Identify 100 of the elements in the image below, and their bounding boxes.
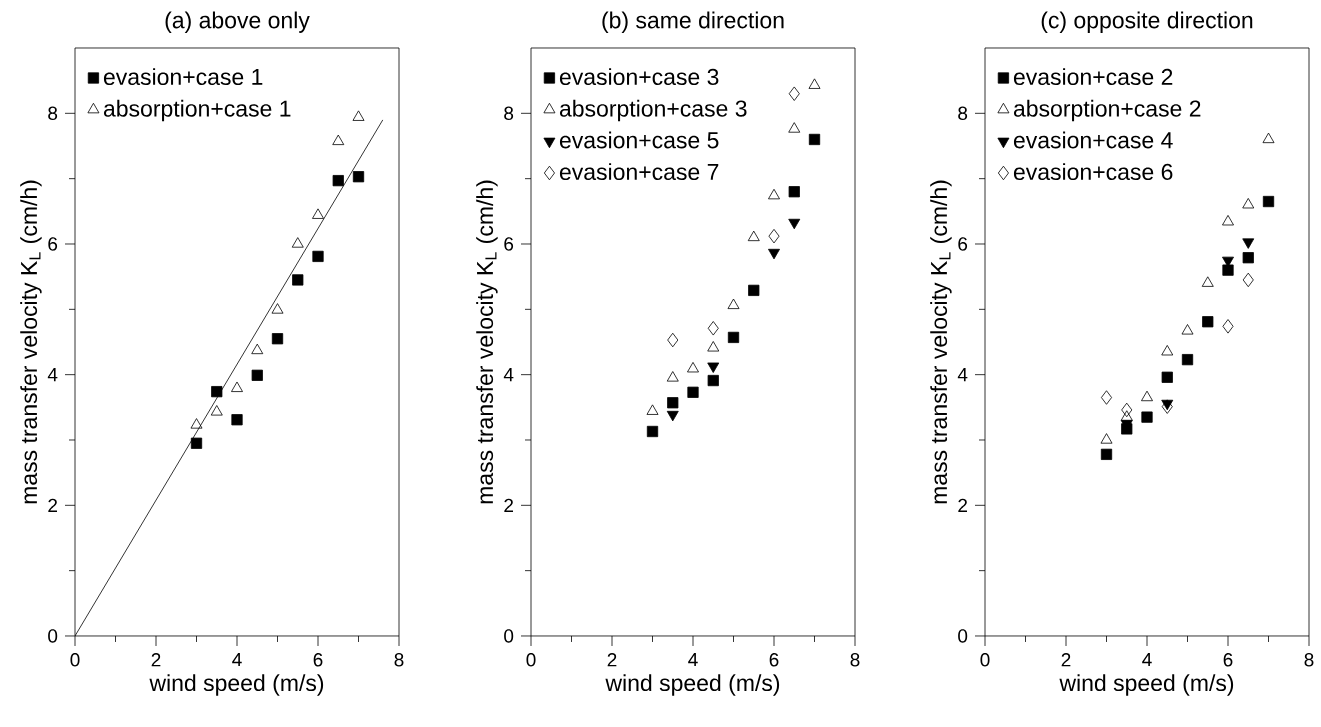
legend-label: evasion+case 7	[559, 163, 719, 181]
point	[667, 332, 679, 348]
y-tick-label: 2	[48, 498, 58, 512]
point	[1222, 214, 1234, 226]
point	[808, 78, 821, 89]
legend-label: absorption+case 3	[559, 99, 747, 122]
point	[312, 250, 324, 263]
x-tick-label: 0	[70, 653, 80, 667]
point	[271, 333, 284, 345]
y-tick-label: 0	[958, 629, 968, 643]
x-tick-label: 8	[850, 653, 860, 667]
point	[788, 86, 800, 101]
point	[707, 374, 719, 387]
point	[1202, 316, 1214, 328]
y-tick-label: 4	[503, 368, 514, 382]
y-tick-label: 6	[504, 237, 514, 251]
point	[1100, 448, 1113, 460]
x-tick-label: 4	[688, 653, 698, 667]
point	[1242, 197, 1255, 209]
x-tick-label: 2	[607, 653, 617, 667]
point	[707, 321, 719, 336]
x-tick-label: 6	[313, 653, 323, 667]
point	[1101, 390, 1113, 405]
point	[190, 437, 203, 449]
point	[251, 369, 263, 381]
point	[1141, 411, 1153, 423]
point	[646, 425, 659, 438]
x-axis-title: wind speed (m/s)	[605, 674, 780, 696]
y-tick-label: 0	[504, 629, 514, 643]
point	[1120, 410, 1133, 421]
point	[271, 303, 284, 314]
point	[210, 405, 223, 416]
chart-title: (c) opposite direction	[1041, 11, 1253, 33]
y-tick-label: 8	[958, 106, 968, 121]
legend-label: absorption+case 2	[1013, 99, 1201, 122]
point	[1161, 371, 1173, 383]
point	[332, 175, 344, 187]
point	[727, 331, 740, 344]
point	[788, 186, 800, 198]
point	[666, 371, 679, 382]
x-axis-title: wind speed (m/s)	[1059, 674, 1234, 696]
x-tick-label: 6	[1223, 653, 1233, 667]
point	[1242, 272, 1254, 288]
legend-label: evasion+case 2	[1013, 68, 1173, 86]
point	[768, 188, 780, 200]
point	[1242, 252, 1254, 264]
point	[1262, 195, 1275, 208]
point	[312, 208, 324, 219]
point	[1181, 354, 1194, 366]
x-tick-label: 4	[1142, 653, 1152, 667]
point	[231, 381, 243, 392]
point	[788, 122, 801, 133]
x-tick-label: 2	[1061, 653, 1071, 667]
x-tick-label: 0	[980, 653, 990, 667]
point	[1222, 319, 1234, 334]
point	[332, 134, 345, 146]
point	[687, 361, 699, 373]
point	[352, 110, 365, 121]
x-tick-label: 4	[232, 653, 242, 667]
y-tick-label: 2	[958, 498, 968, 512]
point	[707, 341, 720, 352]
x-tick-label: 0	[526, 653, 536, 667]
x-tick-label: 8	[394, 653, 404, 667]
y-tick-label: 2	[504, 498, 514, 512]
legend-label: evasion+case 6	[1013, 163, 1173, 181]
y-axis-title: mass transfer velocity K$_{L}$ (cm/h)	[930, 180, 952, 504]
point	[1262, 132, 1275, 144]
legend-label: evasion+case 3	[559, 68, 719, 86]
point	[808, 133, 821, 146]
point	[251, 343, 264, 355]
legend-label: evasion+case 5	[559, 131, 719, 149]
legend-label: evasion+case 1	[103, 68, 263, 86]
y-tick-label: 4	[957, 368, 968, 382]
y-axis-title: mass transfer velocity K$_{L}$ (cm/h)	[20, 180, 42, 504]
point	[687, 386, 699, 398]
point	[211, 386, 223, 398]
point	[646, 404, 659, 415]
point	[1121, 402, 1133, 418]
point	[1100, 433, 1113, 444]
y-axis-title: mass transfer velocity K$_{L}$ (cm/h)	[476, 180, 498, 504]
point	[667, 397, 679, 409]
point	[707, 362, 720, 373]
point	[748, 284, 760, 296]
point	[1181, 324, 1194, 335]
chart-title: (a) above only	[165, 11, 310, 33]
point	[1222, 264, 1234, 276]
x-axis-title: wind speed (m/s)	[149, 674, 324, 696]
x-tick-label: 8	[1304, 653, 1314, 667]
point	[190, 418, 203, 429]
point	[352, 171, 365, 183]
chart-title: (b) same direction	[602, 11, 784, 33]
point	[768, 228, 780, 244]
point	[747, 230, 760, 242]
point	[291, 237, 304, 248]
x-tick-label: 6	[769, 653, 779, 667]
point	[1161, 344, 1174, 356]
point	[1201, 276, 1214, 287]
y-tick-label: 0	[48, 629, 58, 643]
point	[666, 410, 679, 422]
y-tick-label: 6	[48, 237, 58, 251]
